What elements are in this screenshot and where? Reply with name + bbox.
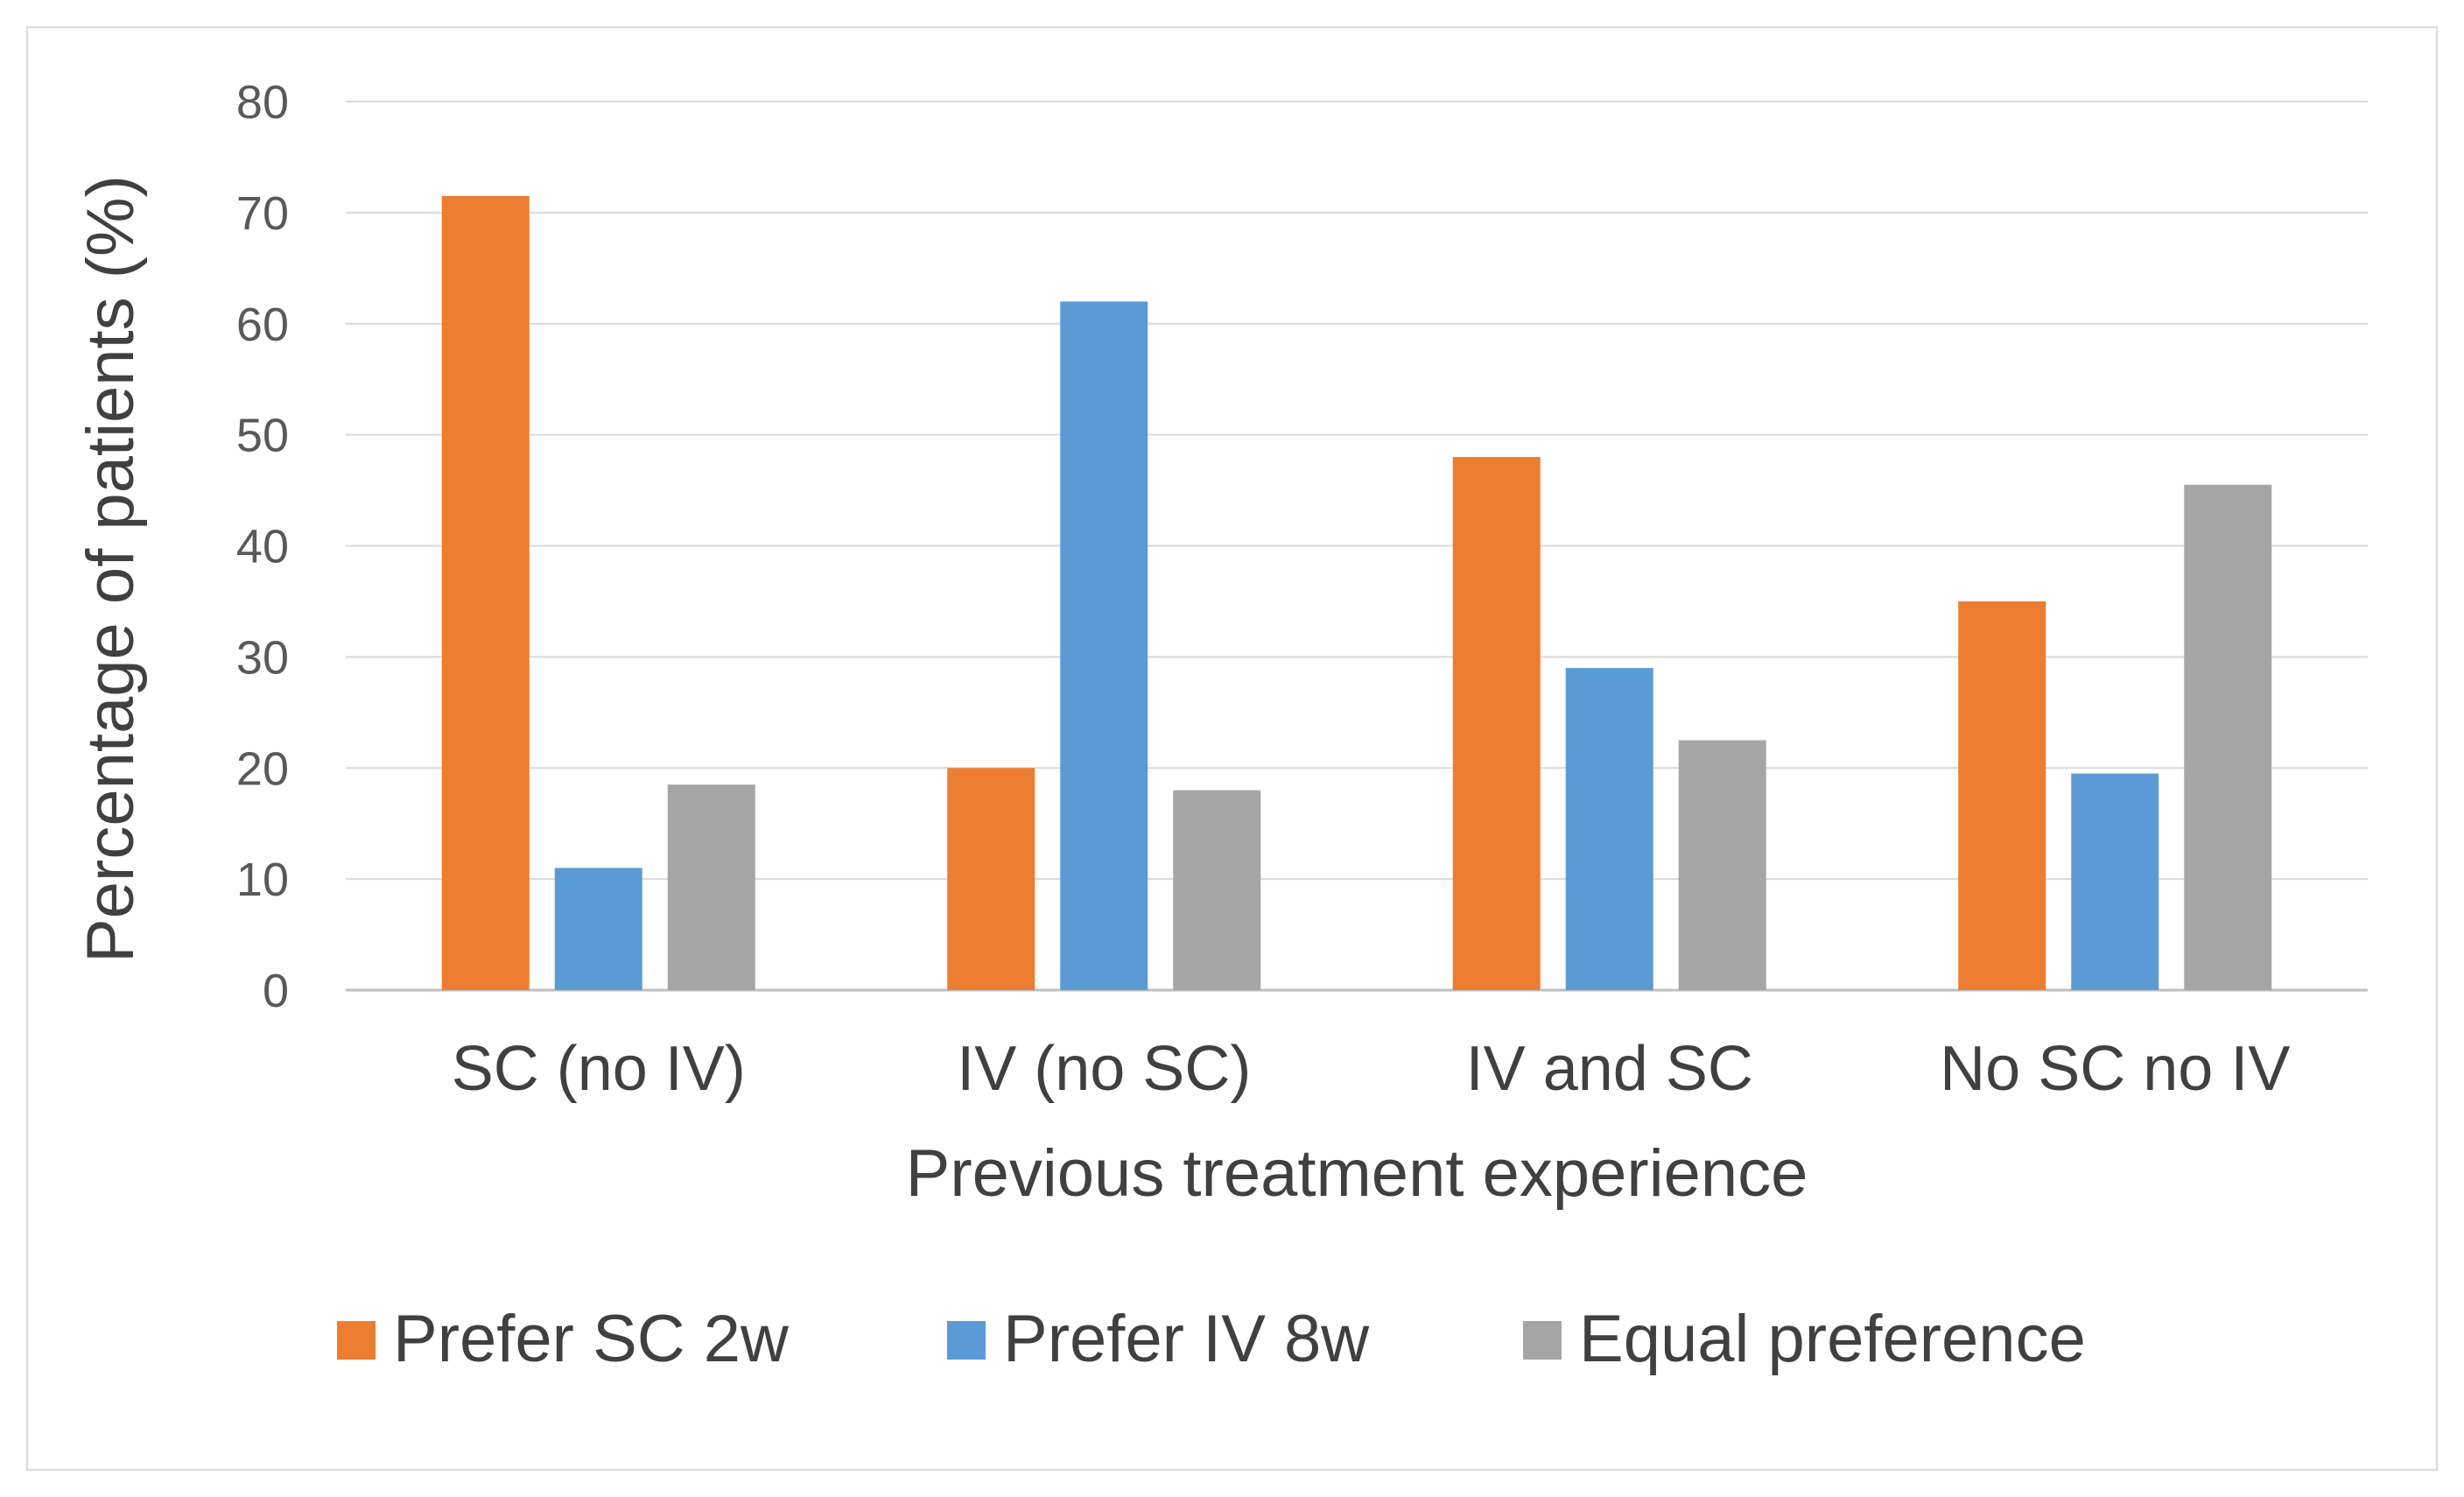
- bar-2-1: [554, 868, 642, 990]
- bar-2-2: [1060, 301, 1148, 990]
- bar-2-4: [2071, 773, 2159, 990]
- bar-1-2: [947, 768, 1035, 990]
- legend-label: Prefer IV 8w: [1003, 1302, 1370, 1376]
- legend-swatch: [1523, 1321, 1562, 1360]
- y-tick-label: 80: [236, 76, 289, 129]
- y-tick-label: 10: [236, 854, 289, 906]
- y-tick-label: 30: [236, 631, 289, 684]
- bar-3-2: [1173, 790, 1261, 990]
- bar-1-4: [1958, 601, 2046, 990]
- y-axis-ticks: 0 10 20 30 40 50 60 70 80: [236, 76, 289, 1017]
- legend-label: Prefer SC 2w: [393, 1302, 790, 1376]
- legend-swatch: [947, 1321, 986, 1360]
- legend: Prefer SC 2w Prefer IV 8w Equal preference: [337, 1302, 2086, 1376]
- legend-item: Equal preference: [1523, 1302, 2086, 1376]
- bar-3-4: [2184, 484, 2272, 990]
- x-category-label: IV (no SC): [957, 1034, 1251, 1104]
- gridlines: [346, 101, 2368, 992]
- x-category-label: IV and SC: [1466, 1034, 1753, 1104]
- y-tick-label: 20: [236, 742, 289, 795]
- y-axis-title: Percentage of patients (%): [74, 175, 148, 963]
- y-tick-label: 40: [236, 521, 289, 573]
- y-tick-label: 0: [263, 965, 289, 1017]
- bar-2-3: [1565, 668, 1653, 990]
- x-axis-categories: SC (no IV) IV (no SC) IV and SC No SC no IV: [452, 1034, 2291, 1104]
- bar-3-1: [667, 784, 755, 990]
- legend-item: Prefer SC 2w: [337, 1302, 790, 1376]
- bar-3-3: [1678, 740, 1766, 990]
- y-tick-label: 50: [236, 410, 289, 462]
- legend-swatch: [337, 1321, 376, 1360]
- y-tick-label: 70: [236, 187, 289, 240]
- x-axis-title: Previous treatment experience: [906, 1136, 1808, 1211]
- legend-label: Equal preference: [1579, 1302, 2086, 1376]
- bar-1-1: [441, 195, 530, 990]
- bar-1-3: [1452, 457, 1541, 990]
- x-category-label: No SC no IV: [1940, 1034, 2290, 1104]
- bars: [441, 195, 2272, 990]
- legend-item: Prefer IV 8w: [947, 1302, 1370, 1376]
- y-tick-label: 60: [236, 299, 289, 351]
- x-category-label: SC (no IV): [452, 1034, 746, 1104]
